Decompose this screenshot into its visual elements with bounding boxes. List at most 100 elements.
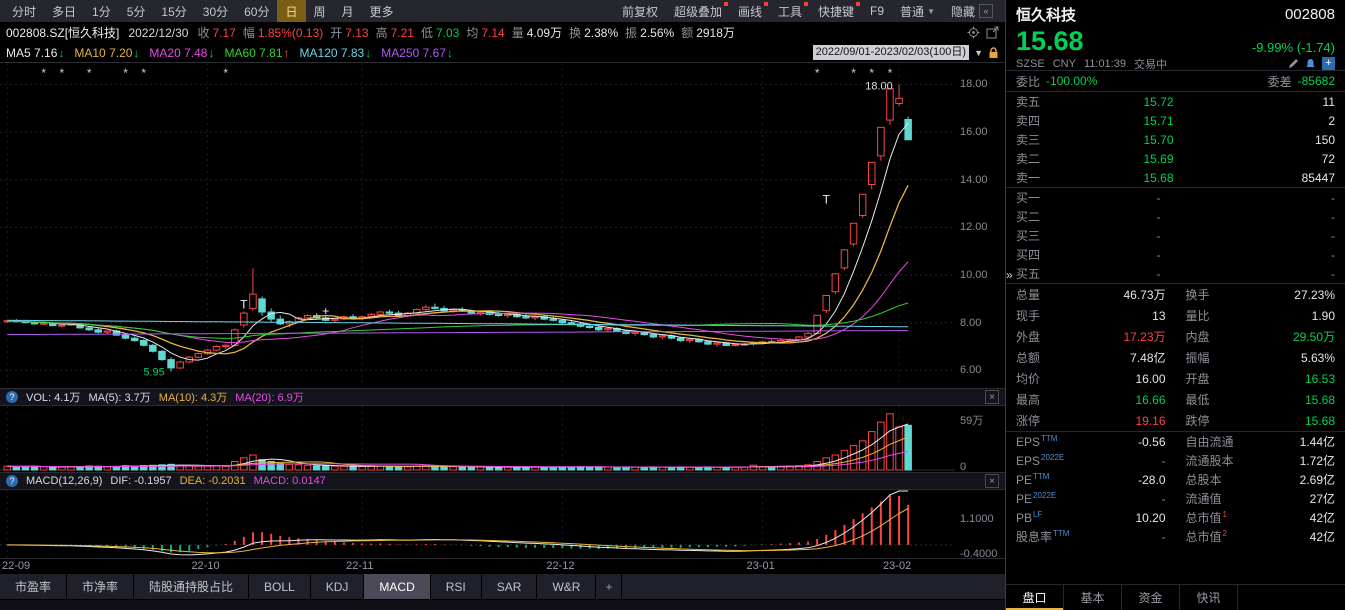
tool-F9[interactable]: F9 <box>870 4 885 18</box>
period-tab-更多[interactable]: 更多 <box>369 4 394 19</box>
indicator-tab-SAR[interactable]: SAR <box>482 574 538 599</box>
period-tab-月[interactable]: 月 <box>341 4 354 19</box>
period-tab-60分[interactable]: 60分 <box>244 4 270 19</box>
field-label: 均 <box>466 26 479 40</box>
indicator-tab-市净率[interactable]: 市净率 <box>67 574 135 599</box>
period-tab-周[interactable]: 周 <box>313 4 326 19</box>
level-qty: - <box>1331 247 1335 262</box>
stat-value: 15.68 <box>1304 392 1335 407</box>
indicator-tab-陆股通持股占比[interactable]: 陆股通持股占比 <box>134 574 250 599</box>
period-tab-分时[interactable]: 分时 <box>12 4 37 19</box>
ma-label: MA20 <box>149 45 185 60</box>
period-tab-5分[interactable]: 5分 <box>126 4 146 19</box>
indicator-tab-MACD[interactable]: MACD <box>364 574 431 599</box>
indicator-tab-bar: 市盈率 市净率 陆股通持股占比 BOLL KDJ MACD RSI SAR W&R + <box>0 574 1005 610</box>
gear-icon[interactable] <box>967 26 980 39</box>
quote-tab-基本[interactable]: 基本 <box>1064 585 1122 610</box>
info-bar: 002808.SZ[恒久科技] 2022/12/30 收 7.17 幅 1.85%(0… <box>0 22 1005 43</box>
period-tab-多日[interactable]: 多日 <box>52 4 77 19</box>
level-label: 买四 <box>1016 248 1041 262</box>
pencil-icon[interactable] <box>1288 58 1299 69</box>
tool-超级叠加[interactable]: 超级叠加 <box>666 0 730 22</box>
range-controls: 2022/09/01-2023/02/03(100日) ▼ <box>812 45 999 60</box>
axis-label: 0 <box>960 461 967 473</box>
ma-value: 7.67 <box>422 45 446 60</box>
stat-cell: 跌停 15.68 <box>1176 412 1345 429</box>
help-icon[interactable]: ? <box>6 391 18 403</box>
stats-row: 涨停 19.16 跌停 15.68 <box>1006 410 1345 431</box>
macd-dif: DIF: -0.1957 <box>110 475 172 487</box>
close-icon[interactable]: × <box>985 474 999 488</box>
macd-header: ? MACD(12,26,9) DIF: -0.1957 DEA: -0.203… <box>0 472 1005 490</box>
indicator-tab-KDJ[interactable]: KDJ <box>311 574 365 599</box>
tool-隐藏[interactable]: 隐藏 « <box>943 0 1001 22</box>
period-tab-30分[interactable]: 30分 <box>202 4 229 19</box>
period-tabs: 分时 多日 1分 5分 15分 30分 60分日周月更多 <box>4 0 402 22</box>
period-tab-1分[interactable]: 1分 <box>92 4 111 19</box>
chart-section: 分时 多日 1分 5分 15分 30分 60分日周月更多 前复权 超级叠加 画线 工具 快捷键 F9 普… <box>0 0 1005 610</box>
bid-row: 买一 - - <box>1006 188 1345 207</box>
level-qty: 72 <box>1321 151 1335 166</box>
quote-tab-快讯[interactable]: 快讯 <box>1180 585 1238 610</box>
tool-快捷键[interactable]: 快捷键 <box>810 0 862 22</box>
badge-dot <box>723 2 728 6</box>
main-chart[interactable]: 5.95 18.00 T T + * * * * * * * * * * 18.00 16.00 14.00 12… <box>0 62 1005 388</box>
tool-前复权[interactable]: 前复权 <box>621 4 658 19</box>
level-label: 卖一 <box>1016 171 1041 185</box>
macd-plot[interactable] <box>0 490 955 558</box>
tool-工具[interactable]: 工具 <box>770 0 810 22</box>
panel-expander[interactable]: » <box>1006 268 1013 282</box>
superscript: 1 <box>1222 510 1227 519</box>
fund-label: 股息率TTM <box>1016 529 1070 544</box>
indicator-tab-市盈率[interactable]: 市盈率 <box>0 574 68 599</box>
period-tab-日[interactable]: 日 <box>277 0 306 22</box>
axis-label: 1.1000 <box>960 512 994 525</box>
date-tick: 22-10 <box>191 560 220 572</box>
tool-画线[interactable]: 画线 <box>730 0 770 22</box>
stat-value: 46.73万 <box>1123 288 1166 302</box>
close-icon[interactable]: × <box>985 390 999 404</box>
tool-普通[interactable]: 普通 ▼ <box>900 4 935 19</box>
quote-tab-盘口[interactable]: 盘口 <box>1006 585 1064 610</box>
popout-icon[interactable] <box>986 26 999 39</box>
macd-chart[interactable]: 1.1000 -0.4000 <box>0 490 1005 560</box>
ma-value: 7.20 <box>109 45 133 60</box>
top-toolbar: 分时 多日 1分 5分 15分 30分 60分日周月更多 前复权 超级叠加 画线 工具 快捷键 F9 普… <box>0 0 1005 22</box>
indicator-tab-RSI[interactable]: RSI <box>431 574 482 599</box>
ma-value: 7.16 <box>34 45 58 60</box>
level-qty: 150 <box>1314 132 1335 147</box>
bell-icon[interactable] <box>1305 58 1316 69</box>
chevron-down-icon[interactable]: ▼ <box>974 47 983 58</box>
quote-tab-资金[interactable]: 资金 <box>1122 585 1180 610</box>
fund-label: PE2022E <box>1016 491 1057 506</box>
stat-cell: 总额 7.48亿 <box>1006 349 1176 366</box>
stat-cell: 换手 27.23% <box>1176 286 1345 303</box>
fund-row: 股息率TTM - 总市值2 42亿 <box>1006 527 1345 546</box>
fund-row: PBLF 10.20 总市值1 42亿 <box>1006 508 1345 527</box>
lock-icon[interactable] <box>988 46 999 59</box>
candlestick-plot[interactable]: 5.95 18.00 T T + * * * * * * * * * * <box>0 63 955 387</box>
indicator-tab-BOLL[interactable]: BOLL <box>249 574 311 599</box>
stats-grid: 总量 46.73万 换手 27.23% 现手 13 量比 1.90 外盘 17.23万 内盘 29.5… <box>1006 284 1345 432</box>
quote-header: 恒久科技 002808 15.68 -9.99% (-1.74) SZSE CN… <box>1006 0 1345 71</box>
add-indicator-button[interactable]: + <box>596 574 623 599</box>
field-value: 2918万 <box>696 26 735 40</box>
axis-label: 10.00 <box>960 269 988 282</box>
volume-chart[interactable]: 59万 0 <box>0 406 1005 473</box>
indicator-tab-W&R[interactable]: W&R <box>537 574 597 599</box>
fund-cell: 总股本 2.69亿 <box>1176 471 1345 488</box>
volume-plot[interactable] <box>0 406 955 472</box>
add-icon[interactable]: + <box>1322 57 1335 70</box>
infobar-icons <box>967 26 999 39</box>
date-range-selector[interactable]: 2022/09/01-2023/02/03(100日) <box>812 45 970 60</box>
help-icon[interactable]: ? <box>6 475 18 487</box>
stat-cell: 最高 16.66 <box>1006 391 1176 408</box>
ma-item-MA250: MA250 7.67↓ <box>381 46 453 60</box>
field-label: 收 <box>197 26 210 40</box>
period-tab-15分[interactable]: 15分 <box>161 4 187 19</box>
level-label: 买二 <box>1016 210 1041 224</box>
badge-dot <box>856 2 861 6</box>
superscript: TTM <box>1053 529 1070 538</box>
level-label: 卖五 <box>1016 95 1041 109</box>
field-value: 7.17 <box>212 26 236 40</box>
